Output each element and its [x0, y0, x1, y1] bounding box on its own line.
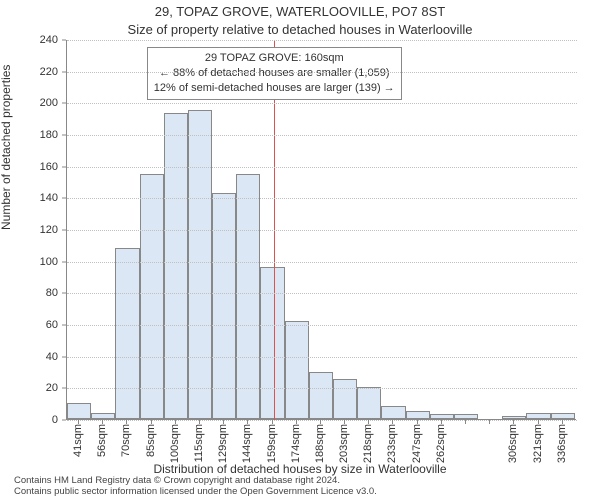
x-tick-label: 218sqm — [362, 424, 374, 463]
y-tick-mark — [62, 135, 66, 136]
grid-line — [67, 357, 577, 358]
x-tick-label: 174sqm — [290, 424, 302, 463]
chart-bar — [164, 113, 188, 419]
x-tick-mark — [465, 420, 466, 424]
x-tick-label: 247sqm — [411, 424, 423, 463]
chart-bar — [357, 387, 381, 419]
chart-bar — [381, 406, 405, 419]
chart-bar — [115, 248, 139, 419]
chart-bar — [260, 267, 284, 419]
y-tick-label: 200 — [0, 97, 58, 109]
x-tick-label: 56sqm — [96, 424, 108, 457]
chart-bar — [406, 411, 430, 419]
y-tick-label: 80 — [0, 287, 58, 299]
y-tick-label: 60 — [0, 319, 58, 331]
y-tick-mark — [62, 40, 66, 41]
chart-bar — [526, 413, 550, 419]
chart-bar — [140, 174, 164, 419]
y-tick-mark — [62, 166, 66, 167]
grid-line — [67, 135, 577, 136]
grid-line — [67, 230, 577, 231]
y-tick-mark — [62, 356, 66, 357]
x-tick-label: 70sqm — [120, 424, 132, 457]
x-tick-label: 262sqm — [435, 424, 447, 463]
chart-bar — [430, 414, 454, 419]
y-tick-mark — [62, 71, 66, 72]
y-tick-label: 220 — [0, 66, 58, 78]
y-tick-mark — [62, 103, 66, 104]
chart-bar — [309, 372, 333, 420]
x-tick-label: 129sqm — [217, 424, 229, 463]
x-axis-label: Distribution of detached houses by size … — [0, 462, 600, 476]
y-tick-label: 160 — [0, 161, 58, 173]
annotation-line1: 29 TOPAZ GROVE: 160sqm — [154, 51, 395, 66]
grid-line — [67, 262, 577, 263]
y-tick-label: 100 — [0, 256, 58, 268]
y-tick-label: 240 — [0, 34, 58, 46]
y-axis-label: Number of detached properties — [0, 65, 13, 230]
chart-bar — [188, 110, 212, 419]
x-tick-label: 336sqm — [556, 424, 568, 463]
chart-bar — [67, 403, 91, 419]
x-tick-label: 144sqm — [241, 424, 253, 463]
chart-bar — [236, 174, 260, 419]
x-tick-mark — [489, 420, 490, 424]
grid-line — [67, 40, 577, 41]
page-title-line2: Size of property relative to detached ho… — [0, 22, 600, 37]
chart-bar — [454, 414, 478, 419]
x-tick-label: 85sqm — [145, 424, 157, 457]
grid-line — [67, 198, 577, 199]
y-tick-mark — [62, 261, 66, 262]
y-tick-mark — [62, 198, 66, 199]
x-tick-label: 321sqm — [532, 424, 544, 463]
y-tick-mark — [62, 293, 66, 294]
x-tick-label: 100sqm — [169, 424, 181, 463]
chart-plot-area: 29 TOPAZ GROVE: 160sqm ← 88% of detached… — [66, 40, 576, 420]
grid-line — [67, 72, 577, 73]
x-tick-label: 203sqm — [338, 424, 350, 463]
page-title-line1: 29, TOPAZ GROVE, WATERLOOVILLE, PO7 8ST — [0, 4, 600, 19]
y-tick-label: 0 — [0, 414, 58, 426]
grid-line — [67, 293, 577, 294]
chart-bar — [285, 321, 309, 419]
chart-bar — [212, 193, 236, 419]
x-tick-label: 233sqm — [386, 424, 398, 463]
x-tick-label: 188sqm — [314, 424, 326, 463]
grid-line — [67, 103, 577, 104]
x-tick-label: 41sqm — [72, 424, 84, 457]
y-tick-label: 140 — [0, 192, 58, 204]
annotation-box: 29 TOPAZ GROVE: 160sqm ← 88% of detached… — [147, 47, 402, 100]
chart-bar — [502, 416, 526, 419]
footnote: Contains HM Land Registry data © Crown c… — [14, 476, 586, 498]
grid-line — [67, 325, 577, 326]
y-tick-label: 120 — [0, 224, 58, 236]
y-tick-label: 180 — [0, 129, 58, 141]
footnote-line2: Contains public sector information licen… — [14, 487, 586, 498]
grid-line — [67, 167, 577, 168]
y-tick-label: 20 — [0, 382, 58, 394]
chart-bar — [91, 413, 115, 419]
annotation-line3: 12% of semi-detached houses are larger (… — [154, 81, 395, 96]
x-tick-label: 306sqm — [507, 424, 519, 463]
y-tick-mark — [62, 325, 66, 326]
y-tick-mark — [62, 230, 66, 231]
x-tick-label: 115sqm — [193, 424, 205, 462]
chart-bar — [551, 413, 575, 419]
x-tick-label: 159sqm — [266, 424, 278, 463]
y-tick-mark — [62, 388, 66, 389]
chart-bar — [333, 379, 357, 419]
y-tick-label: 40 — [0, 351, 58, 363]
grid-line — [67, 388, 577, 389]
annotation-line2: ← 88% of detached houses are smaller (1,… — [154, 66, 395, 81]
